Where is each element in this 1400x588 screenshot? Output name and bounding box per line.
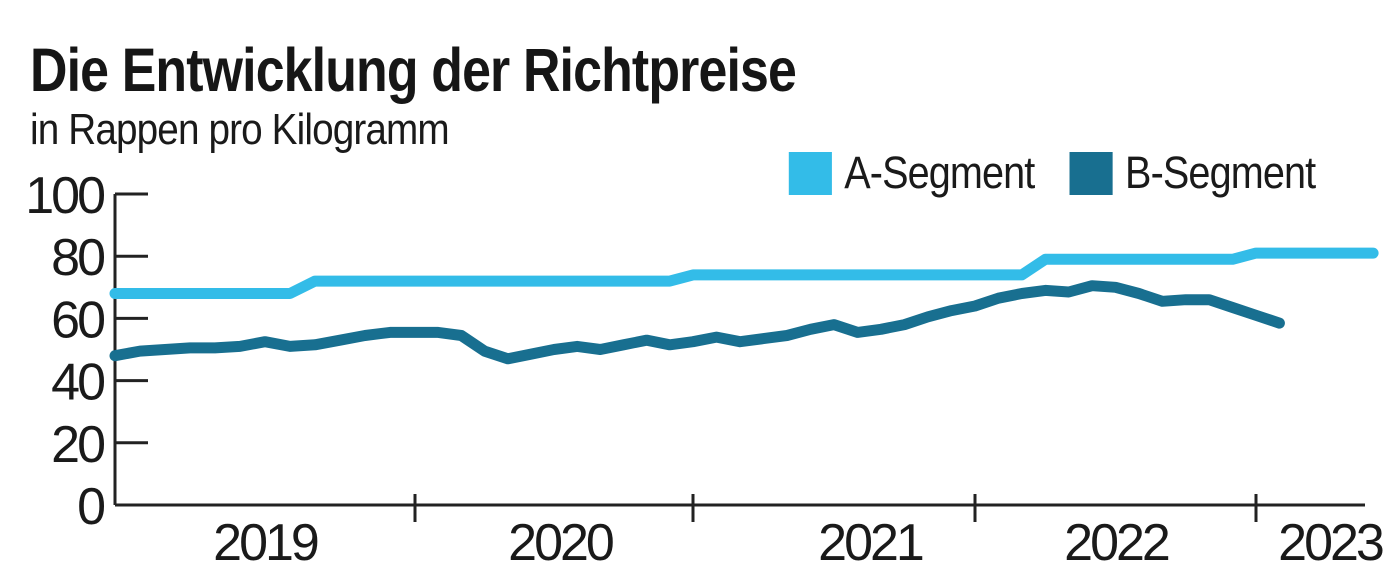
y-axis-label-40: 40 xyxy=(51,354,104,412)
legend-swatch-a-segment-icon xyxy=(788,151,832,195)
x-axis-label-2020: 2020 xyxy=(508,514,613,572)
x-axis-label-2022: 2022 xyxy=(1064,514,1169,572)
legend-swatch-b-segment-icon xyxy=(1069,151,1113,195)
page-subtitle: in Rappen pro Kilogramm xyxy=(30,105,450,154)
y-axis-label-60: 60 xyxy=(51,291,104,349)
legend: A-Segment B-Segment xyxy=(788,147,1316,199)
series-line-b-segment xyxy=(109,280,1285,365)
legend-label-b-segment: B-Segment xyxy=(1124,147,1316,198)
page-title: Die Entwicklung der Richtpreise xyxy=(30,36,797,104)
series-line-a-segment xyxy=(109,247,1379,299)
x-axis-label-2023: 2023 xyxy=(1278,514,1383,572)
legend-item-b-segment: B-Segment xyxy=(1069,147,1316,199)
x-axis-label-2019: 2019 xyxy=(213,514,318,572)
legend-label-a-segment: A-Segment xyxy=(843,147,1035,198)
y-axis-label-20: 20 xyxy=(51,416,104,474)
y-axis-label-0: 0 xyxy=(77,478,104,536)
y-axis-label-100: 100 xyxy=(25,167,104,225)
y-axis-label-80: 80 xyxy=(51,229,104,287)
x-axis-label-2021: 2021 xyxy=(818,514,923,572)
legend-item-a-segment: A-Segment xyxy=(788,147,1035,199)
